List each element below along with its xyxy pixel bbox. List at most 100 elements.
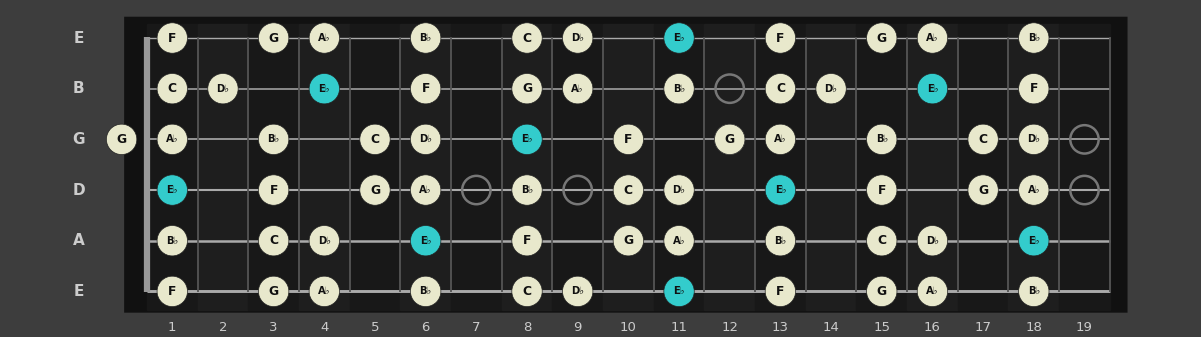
Text: C: C — [522, 285, 532, 298]
FancyBboxPatch shape — [124, 17, 1128, 313]
Text: 11: 11 — [670, 321, 687, 334]
Circle shape — [867, 225, 897, 256]
Circle shape — [309, 73, 340, 104]
Bar — [907, 24, 957, 310]
Text: F: F — [1029, 82, 1038, 95]
Circle shape — [664, 73, 694, 104]
Bar — [147, 24, 198, 310]
Circle shape — [157, 225, 187, 256]
Text: D♭: D♭ — [1027, 134, 1040, 144]
Bar — [198, 24, 249, 310]
Circle shape — [208, 73, 238, 104]
Text: G: G — [522, 82, 532, 95]
Circle shape — [157, 124, 187, 155]
Text: F: F — [422, 82, 430, 95]
Bar — [400, 24, 452, 310]
Text: G: G — [724, 133, 735, 146]
Text: A: A — [72, 233, 84, 248]
Circle shape — [614, 175, 644, 205]
Bar — [755, 24, 806, 310]
Circle shape — [918, 23, 948, 53]
Circle shape — [258, 124, 288, 155]
Circle shape — [765, 124, 795, 155]
Circle shape — [815, 73, 847, 104]
Circle shape — [765, 276, 795, 307]
Circle shape — [765, 73, 795, 104]
Text: D: D — [72, 183, 85, 197]
Text: C: C — [877, 234, 886, 247]
Circle shape — [107, 124, 137, 155]
Text: G: G — [269, 285, 279, 298]
Text: A♭: A♭ — [572, 84, 584, 94]
Text: B♭: B♭ — [268, 134, 280, 144]
Bar — [502, 24, 552, 310]
Text: B: B — [73, 81, 84, 96]
Circle shape — [157, 73, 187, 104]
Circle shape — [258, 23, 288, 53]
Text: D♭: D♭ — [926, 236, 939, 246]
Circle shape — [309, 276, 340, 307]
Text: 15: 15 — [873, 321, 890, 334]
Text: E♭: E♭ — [1028, 236, 1040, 246]
Circle shape — [562, 73, 593, 104]
Text: 17: 17 — [974, 321, 992, 334]
Circle shape — [309, 23, 340, 53]
Circle shape — [867, 175, 897, 205]
Bar — [957, 24, 1009, 310]
Text: E♭: E♭ — [420, 236, 431, 246]
Circle shape — [309, 225, 340, 256]
Circle shape — [614, 225, 644, 256]
Text: G: G — [623, 234, 633, 247]
Text: 19: 19 — [1076, 321, 1093, 334]
Bar — [1059, 24, 1110, 310]
Text: C: C — [623, 184, 633, 196]
Text: 9: 9 — [574, 321, 581, 334]
Text: G: G — [877, 31, 886, 44]
Circle shape — [1018, 124, 1048, 155]
Circle shape — [411, 276, 441, 307]
Circle shape — [512, 73, 542, 104]
Text: D♭: D♭ — [419, 134, 432, 144]
Text: D♭: D♭ — [572, 33, 584, 43]
Text: G: G — [370, 184, 380, 196]
Text: E♭: E♭ — [674, 33, 685, 43]
Circle shape — [918, 225, 948, 256]
Circle shape — [1018, 175, 1048, 205]
Bar — [806, 24, 856, 310]
Text: D♭: D♭ — [825, 84, 837, 94]
Text: G: G — [978, 184, 988, 196]
Text: E♭: E♭ — [318, 84, 330, 94]
Text: 12: 12 — [722, 321, 739, 334]
Bar — [1009, 24, 1059, 310]
Text: C: C — [776, 82, 785, 95]
Text: F: F — [522, 234, 531, 247]
Text: 7: 7 — [472, 321, 480, 334]
Text: 3: 3 — [269, 321, 277, 334]
Text: A♭: A♭ — [775, 134, 787, 144]
Text: D♭: D♭ — [318, 236, 330, 246]
Circle shape — [1018, 225, 1048, 256]
Circle shape — [157, 23, 187, 53]
Text: A♭: A♭ — [1028, 185, 1040, 195]
Circle shape — [867, 124, 897, 155]
Bar — [552, 24, 603, 310]
Text: F: F — [168, 285, 177, 298]
Text: A♭: A♭ — [318, 33, 330, 43]
Text: E♭: E♭ — [167, 185, 178, 195]
Circle shape — [562, 23, 593, 53]
Text: E: E — [73, 284, 84, 299]
Text: 1: 1 — [168, 321, 177, 334]
Text: E♭: E♭ — [775, 185, 787, 195]
Circle shape — [360, 124, 390, 155]
Text: C: C — [522, 31, 532, 44]
Circle shape — [411, 23, 441, 53]
Circle shape — [664, 175, 694, 205]
Circle shape — [258, 225, 288, 256]
Text: E♭: E♭ — [674, 286, 685, 296]
Bar — [603, 24, 653, 310]
Circle shape — [411, 73, 441, 104]
Circle shape — [512, 276, 542, 307]
Circle shape — [1018, 73, 1048, 104]
Text: 6: 6 — [422, 321, 430, 334]
Circle shape — [512, 124, 542, 155]
